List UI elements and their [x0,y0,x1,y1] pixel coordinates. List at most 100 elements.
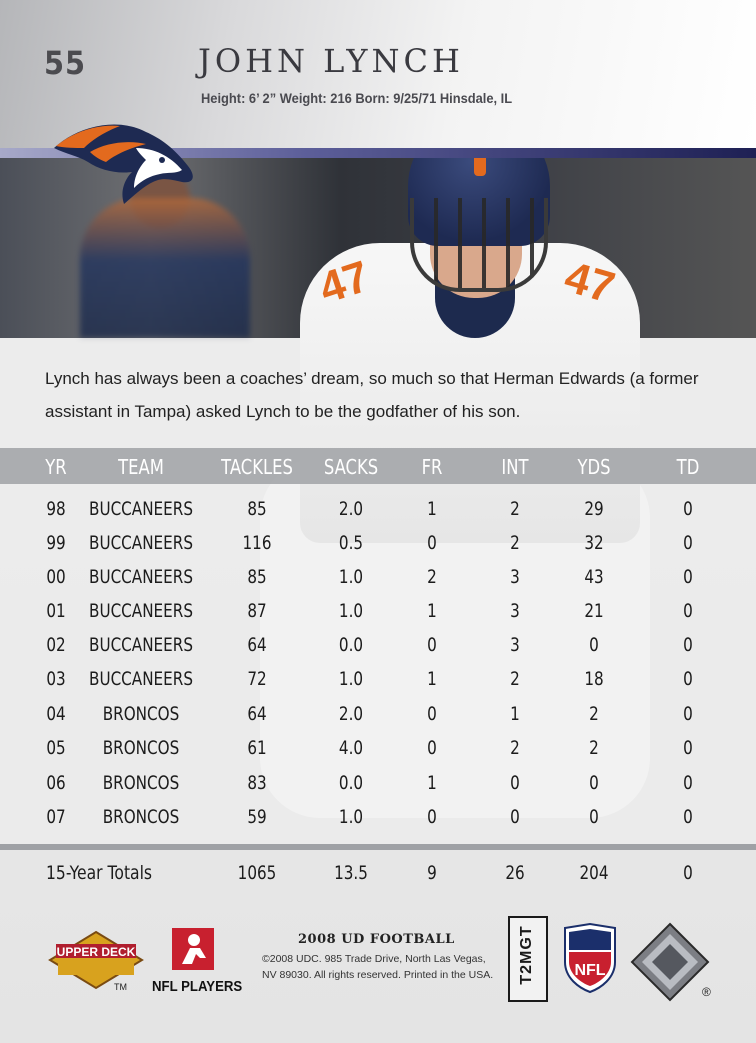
cell-sacks: 1.0 [338,566,364,588]
cell-fr: 2 [427,566,437,588]
cell-td: 0 [683,772,693,794]
cell-yr: 01 [46,600,66,622]
cell-td: 0 [683,668,693,690]
cell-tackles: 83 [247,772,267,794]
cell-team: BRONCOS [102,806,180,828]
cell-yds: 2 [589,737,599,759]
cell-tackles: 87 [247,600,267,622]
cell-tackles: 64 [247,703,267,725]
header-yds: YDS [577,455,611,479]
stats-row: 02 BUCCANEERS 64 0.0 0 3 0 0 [0,629,756,663]
stats-row: 00 BUCCANEERS 85 1.0 2 3 43 0 [0,561,756,595]
product-name: 2008 UD FOOTBALL [298,932,455,947]
nfl-shield-icon: NFL [564,922,616,994]
cell-fr: 0 [427,703,437,725]
total-yds: 204 [579,862,609,884]
cell-int: 3 [510,634,520,656]
cell-tackles: 64 [247,634,267,656]
cell-int: 1 [510,703,520,725]
total-tackles: 1065 [237,862,277,884]
registered-mark: ® [702,985,711,999]
cell-yr: 99 [46,532,66,554]
header-yr: YR [45,455,67,479]
cell-sacks: 0.0 [338,634,364,656]
cell-int: 3 [510,566,520,588]
cell-fr: 1 [427,498,437,520]
player-name: JOHN LYNCH [198,42,464,80]
stats-row: 99 BUCCANEERS 116 0.5 0 2 32 0 [0,527,756,561]
stats-row: 98 BUCCANEERS 85 2.0 1 2 29 0 [0,493,756,527]
nfl-players-logo-icon [172,928,214,970]
cell-int: 3 [510,600,520,622]
player-blurb: Lynch has always been a coaches’ dream, … [45,369,699,421]
cell-fr: 0 [427,532,437,554]
cell-tackles: 59 [247,806,267,828]
header-team: TEAM [118,455,164,479]
cell-yr: 07 [46,806,66,828]
card-code: T2MGT [518,925,535,985]
cell-team: BRONCOS [102,772,180,794]
cell-int: 2 [510,737,520,759]
cell-sacks: 1.0 [338,806,364,828]
cell-fr: 0 [427,806,437,828]
cell-yds: 0 [589,634,599,656]
cell-team: BUCCANEERS [89,600,193,622]
cell-tackles: 61 [247,737,267,759]
cell-yr: 04 [46,703,66,725]
facemask [410,198,548,292]
cell-td: 0 [683,703,693,725]
header-fr: FR [421,455,443,479]
cell-team: BUCCANEERS [89,498,193,520]
color-band [0,148,756,158]
stats-row: 01 BUCCANEERS 87 1.0 1 3 21 0 [0,595,756,629]
cell-int: 2 [510,498,520,520]
cell-team: BRONCOS [102,703,180,725]
cell-td: 0 [683,532,693,554]
cell-team: BUCCANEERS [89,634,193,656]
cell-yds: 0 [589,772,599,794]
upper-deck-logo-icon: UPPER DECK [48,930,144,990]
stats-row: 05 BRONCOS 61 4.0 0 2 2 0 [0,732,756,766]
totals-divider [0,844,756,850]
cell-tackles: 72 [247,668,267,690]
cell-sacks: 2.0 [338,703,364,725]
player-photo: 47 47 [0,158,756,848]
cell-yr: 03 [46,668,66,690]
cell-yds: 2 [589,703,599,725]
cell-sacks: 2.0 [338,498,364,520]
cell-tackles: 85 [247,498,267,520]
hologram-icon [630,922,710,1002]
cell-yr: 98 [46,498,66,520]
upper-deck-trademark: TM [114,982,127,992]
cell-team: BUCCANEERS [89,668,193,690]
nfl-players-label: NFL PLAYERS [152,978,243,995]
broncos-horse-logo-icon [54,124,193,204]
total-sacks: 13.5 [334,862,368,884]
cell-td: 0 [683,634,693,656]
cell-yr: 02 [46,634,66,656]
cell-int: 0 [510,772,520,794]
cell-yds: 18 [584,668,604,690]
header-int: INT [501,455,529,479]
cell-tackles: 116 [242,532,272,554]
copyright-text: ©2008 UDC. 985 Trade Drive, North Las Ve… [262,953,494,981]
helmet-stripe [474,158,486,176]
cell-yr: 00 [46,566,66,588]
header-sacks: SACKS [323,455,379,479]
total-td: 0 [683,862,693,884]
cell-int: 2 [510,532,520,554]
cell-fr: 0 [427,737,437,759]
totals-row: 15-Year Totals 1065 13.5 9 26 204 0 [0,857,756,891]
stats-row: 07 BRONCOS 59 1.0 0 0 0 0 [0,801,756,835]
cell-sacks: 1.0 [338,600,364,622]
stats-row: 06 BRONCOS 83 0.0 1 0 0 0 [0,767,756,801]
cell-int: 0 [510,806,520,828]
cell-td: 0 [683,566,693,588]
cell-yds: 21 [584,600,604,622]
stats-header-bar [0,448,756,484]
cell-team: BUCCANEERS [89,566,193,588]
cell-team: BUCCANEERS [89,532,193,554]
cell-td: 0 [683,806,693,828]
cell-fr: 0 [427,634,437,656]
